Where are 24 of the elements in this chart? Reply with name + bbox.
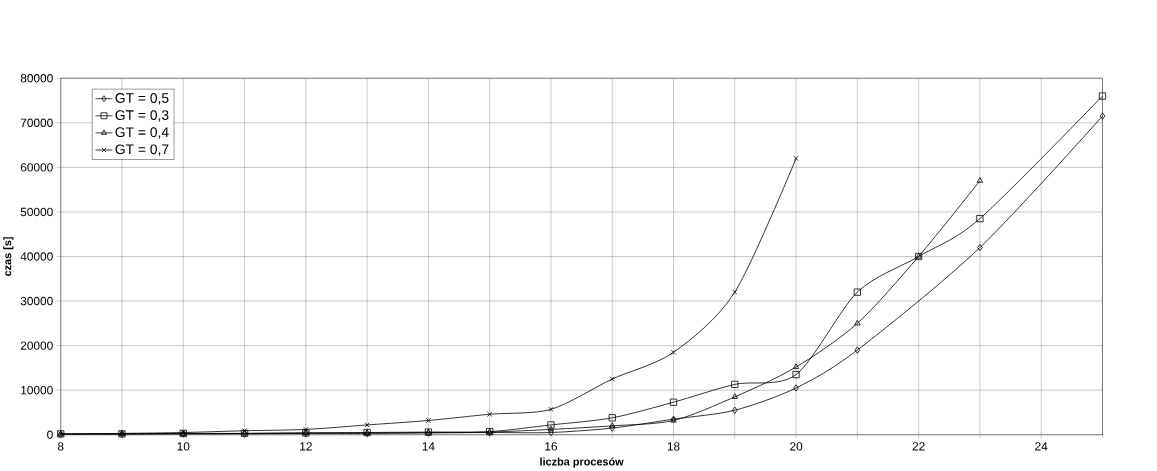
legend-label: GT = 0,5 [115,93,169,105]
y-tick-label: 20000 [20,341,53,350]
x-tick-label: 24 [1035,442,1048,451]
y-tick-label: 40000 [20,252,53,261]
x-tick-label: 18 [667,442,680,451]
x-tick-label: 16 [545,442,558,451]
y-tick-label: 30000 [20,296,53,306]
y-tick-label: 80000 [20,74,53,83]
y-axis-title: czas [s] [3,237,14,277]
x-tick-label: 8 [57,442,64,451]
x-tick-label: 20 [790,442,803,451]
y-tick-label: 50000 [20,207,53,217]
y-tick-label: 0 [47,430,53,439]
y-tick-label: 70000 [20,118,53,128]
legend-label: GT = 0,7 [115,144,169,156]
x-tick-label: 14 [422,442,435,451]
y-tick-label: 10000 [21,386,53,395]
x-tick-label: 10 [177,442,190,451]
x-tick-label: 22 [912,442,925,451]
legend-label: GT = 0,3 [115,110,169,122]
legend-label: GT = 0,4 [115,127,169,139]
x-axis-title: liczba procesów [540,457,624,468]
y-tick-label: 60000 [20,163,53,172]
x-tick-label: 12 [300,442,312,451]
